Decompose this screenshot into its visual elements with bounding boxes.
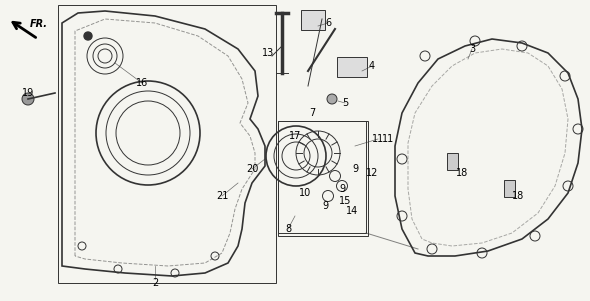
Text: 5: 5 bbox=[342, 98, 348, 108]
Text: 8: 8 bbox=[285, 224, 291, 234]
Circle shape bbox=[84, 32, 92, 40]
Text: 4: 4 bbox=[369, 61, 375, 71]
Text: 17: 17 bbox=[289, 131, 301, 141]
Text: 6: 6 bbox=[325, 18, 331, 28]
Text: 9: 9 bbox=[352, 164, 358, 174]
FancyBboxPatch shape bbox=[504, 180, 515, 197]
Text: 12: 12 bbox=[366, 168, 378, 178]
Text: 18: 18 bbox=[456, 168, 468, 178]
Text: 21: 21 bbox=[216, 191, 228, 201]
Text: 2: 2 bbox=[152, 278, 158, 288]
FancyBboxPatch shape bbox=[337, 57, 367, 77]
Text: 20: 20 bbox=[246, 164, 258, 174]
Text: 9: 9 bbox=[339, 184, 345, 194]
FancyBboxPatch shape bbox=[447, 153, 458, 170]
Text: 11: 11 bbox=[372, 134, 384, 144]
Text: 19: 19 bbox=[22, 88, 34, 98]
Text: 3: 3 bbox=[469, 44, 475, 54]
Circle shape bbox=[327, 94, 337, 104]
Text: FR.: FR. bbox=[30, 19, 48, 29]
Text: 18: 18 bbox=[512, 191, 524, 201]
Text: 14: 14 bbox=[346, 206, 358, 216]
Text: 13: 13 bbox=[262, 48, 274, 58]
Text: 9: 9 bbox=[322, 201, 328, 211]
Text: 16: 16 bbox=[136, 78, 148, 88]
Text: 15: 15 bbox=[339, 196, 351, 206]
FancyBboxPatch shape bbox=[301, 10, 325, 30]
Circle shape bbox=[22, 93, 34, 105]
Text: 7: 7 bbox=[309, 108, 315, 118]
Text: 11: 11 bbox=[382, 134, 394, 144]
Text: 10: 10 bbox=[299, 188, 311, 198]
